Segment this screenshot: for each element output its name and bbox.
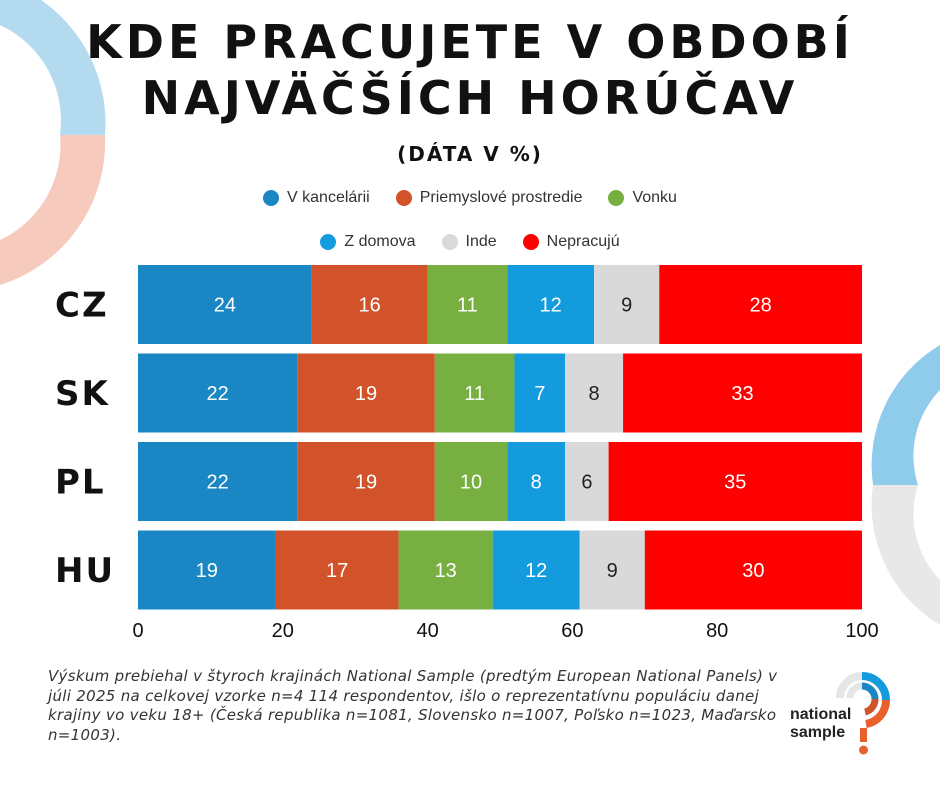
data-label-cz-series-2: 11 <box>457 295 478 317</box>
data-label-pl-series-4: 6 <box>581 472 592 494</box>
data-label-pl-series-3: 8 <box>531 472 542 494</box>
legend-label-elsewhere: Inde <box>465 233 497 250</box>
legend-item-not-working: Nepracujú <box>522 233 620 251</box>
data-label-cz-series-3: 12 <box>540 295 562 317</box>
bar-cz-series-3 <box>507 265 595 344</box>
data-label-hu-series-1: 17 <box>326 560 348 582</box>
data-label-hu-series-0: 19 <box>196 560 218 582</box>
chart-subtitle: (DÁTA V %) <box>397 142 543 166</box>
bar-hu-series-3 <box>492 530 580 610</box>
legend-swatch-outdoors <box>608 190 625 206</box>
bar-cz-series-4 <box>594 265 660 344</box>
data-label-hu-series-5: 30 <box>742 560 764 582</box>
data-label-sk-series-2: 11 <box>464 383 485 405</box>
logo-line-1: national <box>790 706 852 723</box>
legend-label-outdoors: Vonku <box>632 189 677 206</box>
data-label-cz-series-0: 24 <box>214 295 236 317</box>
bar-pl-series-0 <box>138 442 298 521</box>
logo-mark-icon <box>836 672 891 755</box>
legend-swatch-home <box>320 234 337 250</box>
data-label-hu-series-3: 12 <box>525 560 547 582</box>
bar-hu-series-0 <box>138 530 276 610</box>
stacked-bar-chart: CZ 24 16 11 12 9 28 SK 22 19 11 7 8 33 PL 22 19 10 8 6 35 HU 1… <box>55 265 879 642</box>
bar-hu-series-1 <box>275 530 399 610</box>
legend-label-not-working: Nepracujú <box>546 233 620 250</box>
x-tick-label-40: 40 <box>416 620 438 642</box>
national-sample-logo: national sample <box>780 668 910 768</box>
bar-pl-series-3 <box>507 442 566 521</box>
legend-swatch-elsewhere <box>441 234 458 250</box>
bar-pl-series-4 <box>565 442 609 521</box>
bar-sk-series-4 <box>565 353 624 433</box>
data-label-pl-series-2: 10 <box>460 472 482 494</box>
decorative-ring-top-left <box>0 0 106 285</box>
bar-hu-series-5 <box>644 530 862 610</box>
legend-swatch-industrial <box>395 190 412 206</box>
category-label-hu: HU <box>55 551 115 591</box>
chart-title-line-2: NAJVÄČŠÍCH HORÚČAV <box>141 71 799 125</box>
decorative-ring-right <box>871 345 940 625</box>
category-label-cz: CZ <box>55 286 109 326</box>
bar-sk-series-5 <box>623 353 862 433</box>
data-label-hu-series-2: 13 <box>435 560 457 582</box>
data-label-sk-series-3: 7 <box>534 383 545 405</box>
category-label-pl: PL <box>55 463 106 503</box>
x-tick-label-100: 100 <box>845 620 878 642</box>
x-tick-label-80: 80 <box>706 620 728 642</box>
x-tick-label-0: 0 <box>132 620 143 642</box>
bar-sk-series-2 <box>434 353 515 433</box>
bar-cz-series-1 <box>311 265 428 344</box>
data-label-pl-series-5: 35 <box>724 472 746 494</box>
data-label-sk-series-4: 8 <box>589 383 600 405</box>
legend-label-office: V kancelárii <box>287 189 370 206</box>
chart-title-line-1: KDE PRACUJETE V OBDOBÍ <box>86 15 854 69</box>
bar-hu-series-2 <box>398 530 493 610</box>
bar-cz-series-5 <box>659 265 862 344</box>
bar-pl-series-1 <box>297 442 435 521</box>
data-label-cz-series-4: 9 <box>621 295 632 317</box>
x-tick-label-60: 60 <box>561 620 583 642</box>
bar-cz-series-2 <box>427 265 508 344</box>
logo-text: national sample <box>790 706 851 742</box>
x-tick-label-20: 20 <box>272 620 294 642</box>
legend-swatch-not-working <box>522 234 539 250</box>
legend-swatch-office <box>263 190 280 206</box>
chart-title: KDE PRACUJETE V OBDOBÍ NAJVÄČŠÍCH HORÚČA… <box>0 14 940 126</box>
data-label-sk-series-5: 33 <box>731 383 753 405</box>
legend-item-elsewhere: Inde <box>441 233 497 251</box>
bar-cz-series-0 <box>138 265 312 344</box>
legend-label-industrial: Priemyslové prostredie <box>419 189 583 206</box>
legend-row-2: Z domova Inde Nepracujú <box>0 233 940 251</box>
footnote: Výskum prebiehal v štyroch krajinách Nat… <box>48 667 778 744</box>
data-label-pl-series-0: 22 <box>207 472 229 494</box>
bar-sk-series-0 <box>138 353 298 433</box>
legend-item-industrial: Priemyslové prostredie <box>395 189 583 207</box>
data-label-cz-series-1: 16 <box>359 295 381 317</box>
legend-item-home: Z domova <box>320 233 416 251</box>
legend-row-1: V kancelárii Priemyslové prostredie Vonk… <box>0 189 940 207</box>
bar-pl-series-2 <box>434 442 508 521</box>
bar-sk-series-1 <box>297 353 435 433</box>
legend-label-home: Z domova <box>344 233 416 250</box>
legend-item-office: V kancelárii <box>263 189 370 207</box>
data-label-pl-series-1: 19 <box>355 472 377 494</box>
data-label-cz-series-5: 28 <box>750 295 772 317</box>
logo-line-2: sample <box>790 724 846 741</box>
category-label-sk: SK <box>55 374 110 414</box>
data-label-hu-series-4: 9 <box>607 560 618 582</box>
bar-sk-series-3 <box>514 353 566 433</box>
bar-hu-series-4 <box>579 530 645 610</box>
data-label-sk-series-0: 22 <box>207 383 229 405</box>
legend-item-outdoors: Vonku <box>608 189 677 207</box>
bar-pl-series-5 <box>608 442 862 521</box>
data-label-sk-series-1: 19 <box>355 383 377 405</box>
